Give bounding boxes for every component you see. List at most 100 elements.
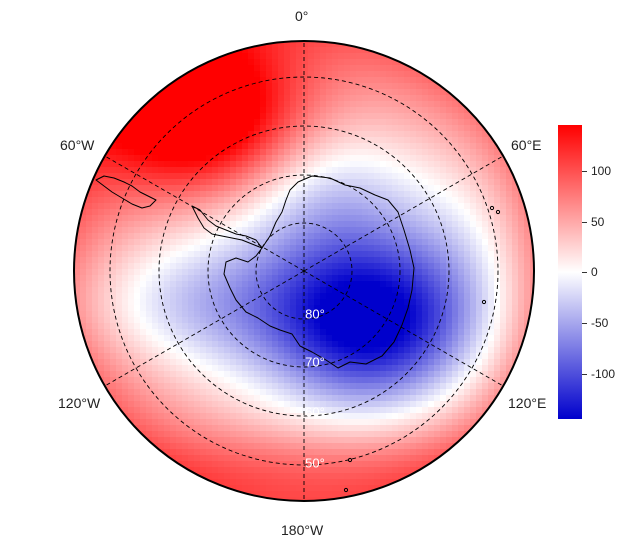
field-cell	[386, 359, 393, 366]
field-cell	[386, 347, 393, 354]
field-cell	[242, 125, 249, 132]
field-cell	[98, 203, 105, 210]
field-cell	[308, 341, 315, 348]
field-cell	[176, 191, 183, 198]
field-cell	[140, 293, 147, 300]
field-cell	[386, 125, 393, 132]
field-cell	[188, 317, 195, 324]
field-cell	[440, 413, 447, 420]
field-cell	[500, 191, 507, 198]
field-cell	[392, 323, 399, 330]
field-cell	[290, 161, 297, 168]
field-cell	[296, 47, 303, 54]
field-cell	[458, 113, 465, 120]
field-cell	[158, 455, 165, 462]
field-cell	[302, 383, 309, 390]
field-cell	[488, 185, 495, 192]
field-cell	[458, 215, 465, 222]
field-cell	[404, 479, 411, 486]
field-cell	[368, 89, 375, 96]
field-cell	[332, 95, 339, 102]
field-cell	[452, 317, 459, 324]
field-cell	[236, 263, 243, 270]
field-cell	[404, 455, 411, 462]
field-cell	[254, 197, 261, 204]
field-cell	[512, 299, 519, 306]
field-cell	[518, 239, 525, 246]
field-cell	[176, 443, 183, 450]
field-cell	[368, 113, 375, 120]
field-cell	[368, 383, 375, 390]
field-cell	[128, 371, 135, 378]
field-cell	[362, 449, 369, 456]
field-cell	[194, 323, 201, 330]
field-cell	[170, 257, 177, 264]
field-cell	[446, 299, 453, 306]
field-cell	[422, 425, 429, 432]
field-cell	[80, 215, 87, 222]
field-cell	[374, 455, 381, 462]
field-cell	[428, 149, 435, 156]
field-cell	[248, 65, 255, 72]
field-cell	[176, 425, 183, 432]
field-cell	[302, 47, 309, 54]
field-cell	[416, 323, 423, 330]
field-cell	[308, 203, 315, 210]
field-cell	[416, 461, 423, 468]
field-cell	[350, 161, 357, 168]
field-cell	[362, 317, 369, 324]
field-cell	[296, 251, 303, 258]
field-cell	[314, 377, 321, 384]
field-cell	[332, 287, 339, 294]
field-cell	[248, 59, 255, 66]
field-cell	[134, 149, 141, 156]
field-cell	[416, 161, 423, 168]
field-cell	[320, 287, 327, 294]
field-cell	[344, 449, 351, 456]
field-cell	[128, 317, 135, 324]
field-cell	[314, 233, 321, 240]
field-cell	[218, 371, 225, 378]
field-cell	[158, 425, 165, 432]
field-cell	[410, 191, 417, 198]
field-cell	[152, 95, 159, 102]
field-cell	[428, 383, 435, 390]
field-cell	[128, 365, 135, 372]
field-cell	[98, 269, 105, 276]
field-cell	[200, 437, 207, 444]
field-cell	[428, 449, 435, 456]
field-cell	[344, 251, 351, 258]
field-cell	[284, 377, 291, 384]
field-cell	[182, 383, 189, 390]
field-cell	[356, 479, 363, 486]
field-cell	[272, 233, 279, 240]
field-cell	[350, 371, 357, 378]
field-cell	[302, 497, 309, 501]
field-cell	[128, 209, 135, 216]
field-cell	[224, 245, 231, 252]
field-cell	[386, 149, 393, 156]
field-cell	[146, 197, 153, 204]
field-cell	[512, 305, 519, 312]
field-cell	[362, 377, 369, 384]
colorbar-tick-50	[582, 222, 587, 223]
field-cell	[446, 401, 453, 408]
field-cell	[284, 365, 291, 372]
field-cell	[170, 83, 177, 90]
field-cell	[308, 323, 315, 330]
field-cell	[272, 341, 279, 348]
field-cell	[266, 275, 273, 282]
field-cell	[236, 215, 243, 222]
field-cell	[380, 425, 387, 432]
field-cell	[380, 443, 387, 450]
field-cell	[476, 335, 483, 342]
field-cell	[470, 305, 477, 312]
field-cell	[470, 239, 477, 246]
field-cell	[470, 371, 477, 378]
field-cell	[206, 395, 213, 402]
field-cell	[206, 77, 213, 84]
field-cell	[278, 305, 285, 312]
field-cell	[494, 245, 501, 252]
field-cell	[242, 407, 249, 414]
field-cell	[308, 221, 315, 228]
